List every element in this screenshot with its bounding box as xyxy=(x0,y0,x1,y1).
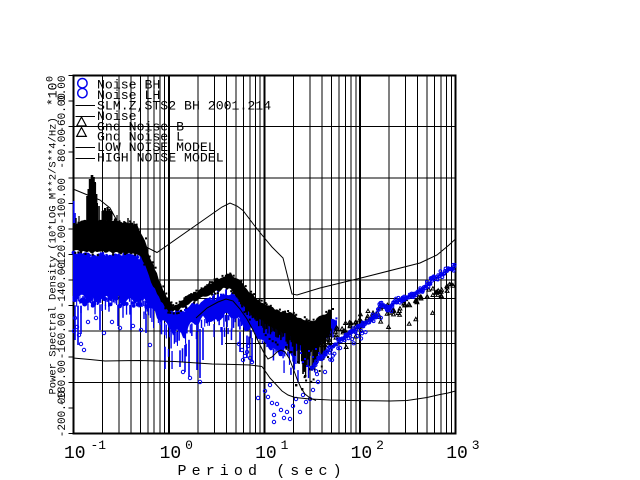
svg-text:Gnd Noise L: Gnd Noise L xyxy=(97,130,184,145)
svg-text:10: 10 xyxy=(160,444,182,464)
svg-text:HIGH NOISE MODEL: HIGH NOISE MODEL xyxy=(97,151,224,166)
svg-text:10: 10 xyxy=(351,444,373,464)
svg-text:-100.00: -100.00 xyxy=(57,178,69,224)
svg-text:Period (sec): Period (sec) xyxy=(178,463,347,480)
svg-text:3: 3 xyxy=(472,438,480,453)
svg-text:0.00: 0.00 xyxy=(57,76,69,102)
svg-text:0: 0 xyxy=(46,76,57,82)
svg-text:10: 10 xyxy=(64,444,86,464)
svg-text:*10: *10 xyxy=(46,83,61,106)
svg-text:SLM.Z,STS2 BH 2001.214: SLM.Z,STS2 BH 2001.214 xyxy=(97,98,271,113)
svg-text:Noise LH: Noise LH xyxy=(97,88,160,103)
svg-text:-80.00: -80.00 xyxy=(57,129,69,169)
svg-text:10: 10 xyxy=(446,444,468,464)
svg-text:LOW NOISE MODEL: LOW NOISE MODEL xyxy=(97,140,216,155)
svg-text:Power Spectral Density (10*LOG: Power Spectral Density (10*LOG M**2/S**4… xyxy=(48,117,60,394)
svg-text:-120.00: -120.00 xyxy=(57,225,69,271)
svg-text:Noise BH: Noise BH xyxy=(97,78,160,93)
svg-text:-180.00: -180.00 xyxy=(57,360,69,406)
svg-text:0: 0 xyxy=(185,438,193,453)
svg-text:10: 10 xyxy=(255,444,277,464)
svg-text:Gnd Noise B: Gnd Noise B xyxy=(97,119,184,134)
svg-text:-140.00: -140.00 xyxy=(57,262,69,308)
svg-text:Noise: Noise xyxy=(97,109,137,124)
svg-text:-1: -1 xyxy=(91,438,107,453)
svg-text:1: 1 xyxy=(281,438,289,453)
svg-text:-200.00: -200.00 xyxy=(57,391,69,437)
svg-text:2: 2 xyxy=(376,438,384,453)
svg-text:-60.00: -60.00 xyxy=(57,93,69,133)
svg-text:-160.00: -160.00 xyxy=(57,313,69,359)
